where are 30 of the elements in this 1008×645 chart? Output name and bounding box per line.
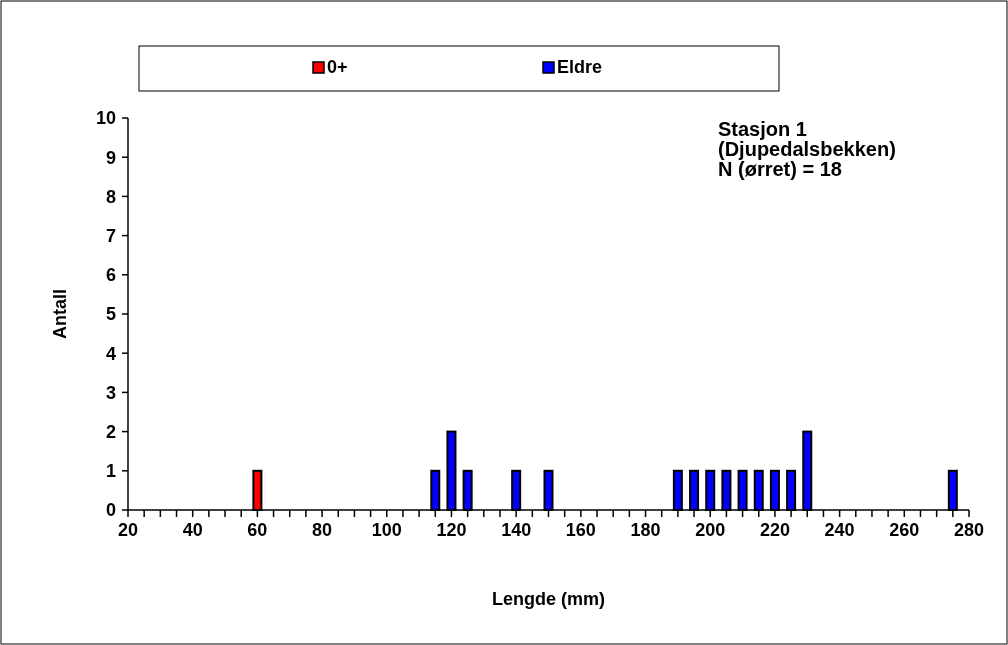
x-tick-label: 180 xyxy=(630,520,661,540)
legend-label: 0+ xyxy=(327,57,348,77)
x-tick-label: 140 xyxy=(501,520,532,540)
x-tick-label: 240 xyxy=(824,520,855,540)
y-tick-label: 9 xyxy=(105,147,116,168)
y-tick-label: 7 xyxy=(105,225,116,246)
x-tick-label: 200 xyxy=(695,520,726,540)
y-axis-title: Antall xyxy=(50,288,70,340)
x-tick-label: 220 xyxy=(759,520,790,540)
x-tick-label: 20 xyxy=(117,520,139,540)
x-tick-label: 120 xyxy=(436,520,467,540)
y-tick-label: 10 xyxy=(95,108,116,129)
x-tick-label: 100 xyxy=(371,520,402,540)
x-tick-label: 60 xyxy=(247,520,268,540)
x-tick-label: 80 xyxy=(312,520,333,540)
y-tick-label: 1 xyxy=(105,461,116,482)
x-tick-label: 260 xyxy=(889,520,920,540)
x-tick-label: 160 xyxy=(565,520,596,540)
legend-label: Eldre xyxy=(557,57,603,77)
y-tick-label: 8 xyxy=(105,186,116,207)
y-tick-label: 3 xyxy=(105,382,116,403)
x-tick-label: 40 xyxy=(182,520,203,540)
x-tick-label: 280 xyxy=(953,520,985,540)
y-tick-label: 4 xyxy=(105,343,116,364)
annotation: Stasjon 1 xyxy=(718,118,807,140)
y-tick-label: 6 xyxy=(105,265,116,286)
y-tick-label: 2 xyxy=(105,421,116,442)
y-tick-label: 0 xyxy=(105,500,116,521)
x-axis-title: Lengde (mm) xyxy=(491,589,606,609)
y-tick-label: 5 xyxy=(105,304,116,325)
